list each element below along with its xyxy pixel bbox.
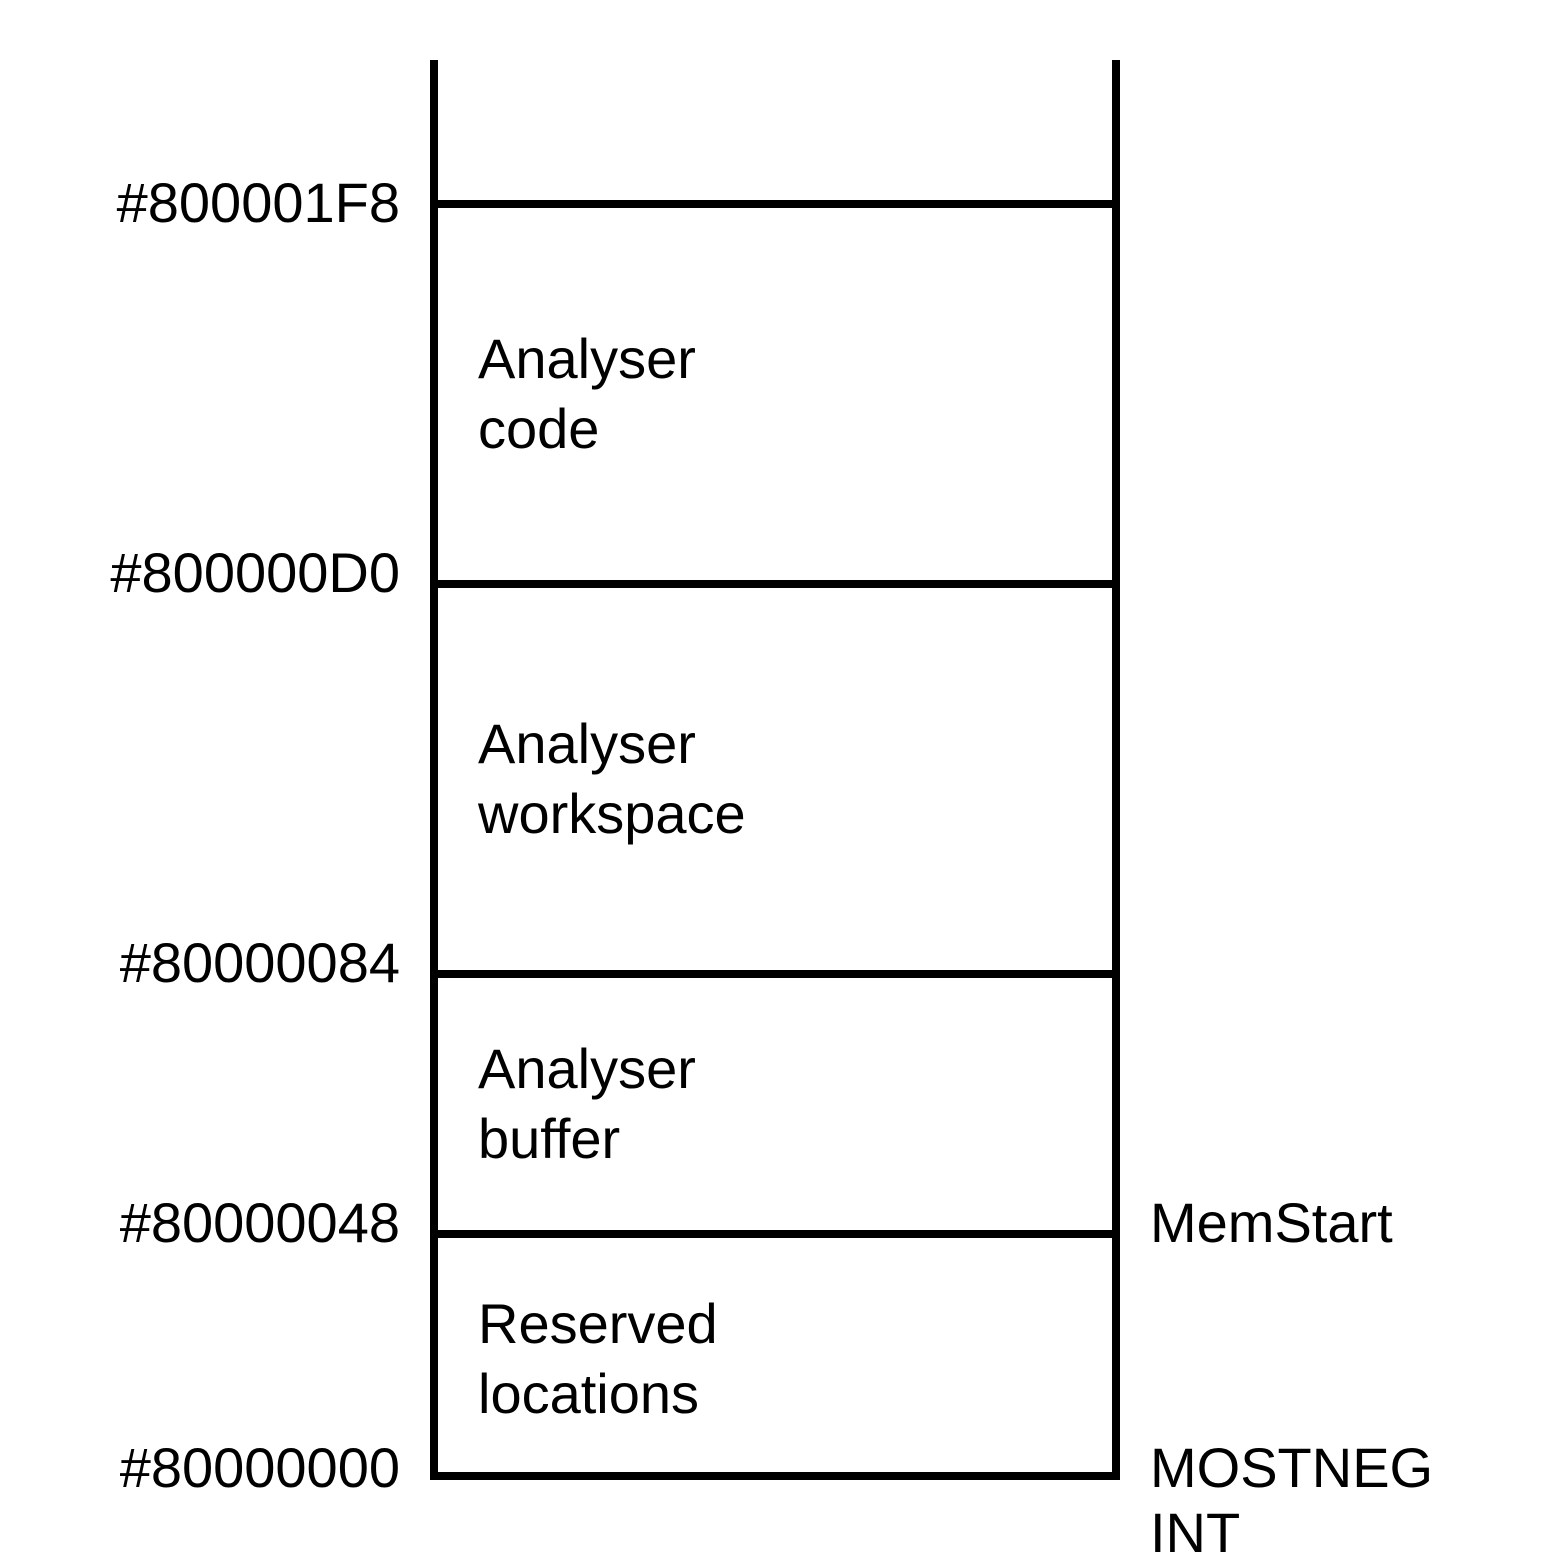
region-label-line: Reserved (478, 1289, 1072, 1359)
region-label-line: code (478, 394, 1072, 464)
right-label-memstart: MemStart (1150, 1190, 1393, 1255)
region-label-line: locations (478, 1359, 1072, 1429)
memory-region-workspace: Analyser workspace (438, 580, 1112, 970)
region-label-line: Analyser (478, 1034, 1072, 1104)
memory-stack: Analyser code Analyser workspace Analyse… (430, 60, 1120, 1480)
region-label-line: Analyser (478, 324, 1072, 394)
address-label: #80000084 (60, 930, 400, 995)
memory-region-buffer: Analyser buffer (438, 970, 1112, 1230)
region-label-line: Analyser (478, 709, 1072, 779)
address-label: #800000D0 (60, 540, 400, 605)
memory-region-reserved: Reserved locations (438, 1230, 1112, 1480)
right-label-mostneg: MOSTNEG INT (1150, 1435, 1490, 1565)
address-label: #80000048 (60, 1190, 400, 1255)
address-label: #80000000 (60, 1435, 400, 1500)
region-label-line: buffer (478, 1104, 1072, 1174)
region-label-line: workspace (478, 779, 1072, 849)
memory-map-diagram: #800001F8 #800000D0 #80000084 #80000048 … (60, 60, 1490, 1490)
memory-region-code: Analyser code (438, 200, 1112, 580)
memory-region-top (438, 60, 1112, 200)
address-label: #800001F8 (60, 170, 400, 235)
